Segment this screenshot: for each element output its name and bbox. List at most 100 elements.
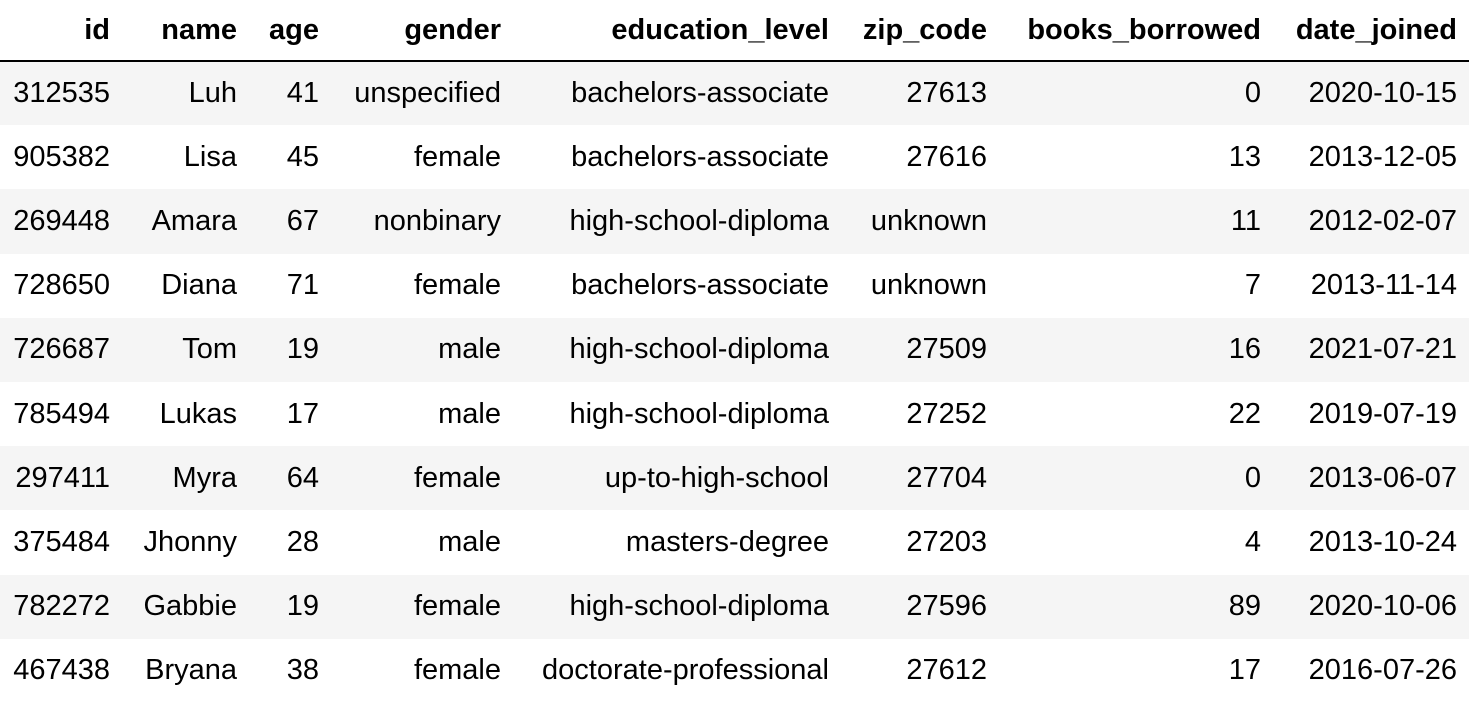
cell-date-joined: 2020-10-06	[1276, 574, 1469, 639]
cell-age: 45	[252, 125, 334, 190]
cell-id: 375484	[0, 510, 125, 575]
cell-age: 28	[252, 510, 334, 575]
table-row: 297411 Myra 64 female up-to-high-school 27704…	[0, 446, 1469, 511]
table-row: 312535 Luh 41 unspecified bachelors-associat…	[0, 61, 1469, 126]
cell-gender: female	[334, 125, 516, 190]
cell-age: 41	[252, 61, 334, 126]
table-body: 312535 Luh 41 unspecified bachelors-associat…	[0, 61, 1469, 703]
table-row: 905382 Lisa 45 female bachelors-associate 276…	[0, 125, 1469, 190]
column-header-date-joined: date_joined	[1276, 0, 1469, 62]
cell-education-level: high-school-diploma	[516, 317, 844, 382]
cell-id: 905382	[0, 125, 125, 190]
cell-date-joined: 2021-07-21	[1276, 317, 1469, 382]
column-header-gender: gender	[334, 0, 516, 62]
cell-date-joined: 2013-06-07	[1276, 446, 1469, 511]
cell-zip-code: 27704	[844, 446, 1002, 511]
cell-books-borrowed: 22	[1002, 381, 1276, 447]
cell-gender: male	[334, 381, 516, 447]
cell-books-borrowed: 7	[1002, 253, 1276, 318]
cell-books-borrowed: 16	[1002, 317, 1276, 382]
cell-id: 726687	[0, 317, 125, 382]
cell-zip-code: 27203	[844, 510, 1002, 575]
cell-education-level: bachelors-associate	[516, 61, 844, 126]
cell-age: 38	[252, 638, 334, 703]
cell-education-level: high-school-diploma	[516, 574, 844, 639]
cell-age: 19	[252, 317, 334, 382]
table-row: 726687 Tom 19 male high-school-diploma 27509 1…	[0, 317, 1469, 382]
cell-education-level: up-to-high-school	[516, 446, 844, 511]
column-header-name: name	[125, 0, 252, 62]
cell-id: 467438	[0, 638, 125, 703]
cell-date-joined: 2013-11-14	[1276, 253, 1469, 318]
table-row: 785494 Lukas 17 male high-school-diploma 2725…	[0, 381, 1469, 447]
cell-zip-code: 27616	[844, 125, 1002, 190]
cell-zip-code: 27509	[844, 317, 1002, 382]
cell-name: Myra	[125, 446, 252, 511]
cell-age: 17	[252, 381, 334, 447]
cell-name: Diana	[125, 253, 252, 318]
cell-date-joined: 2020-10-15	[1276, 61, 1469, 126]
cell-date-joined: 2012-02-07	[1276, 189, 1469, 254]
cell-education-level: masters-degree	[516, 510, 844, 575]
column-header-id: id	[0, 0, 125, 62]
cell-gender: unspecified	[334, 61, 516, 126]
cell-date-joined: 2013-10-24	[1276, 510, 1469, 575]
cell-id: 785494	[0, 381, 125, 447]
table-row: 269448 Amara 67 nonbinary high-school-diplom…	[0, 189, 1469, 254]
cell-name: Bryana	[125, 638, 252, 703]
cell-books-borrowed: 13	[1002, 125, 1276, 190]
cell-gender: female	[334, 638, 516, 703]
table-row: 375484 Jhonny 28 male masters-degree 27203 4 20…	[0, 510, 1469, 575]
cell-education-level: high-school-diploma	[516, 381, 844, 447]
cell-zip-code: 27252	[844, 381, 1002, 447]
column-header-books-borrowed: books_borrowed	[1002, 0, 1276, 62]
column-header-zip-code: zip_code	[844, 0, 1002, 62]
cell-id: 782272	[0, 574, 125, 639]
cell-gender: female	[334, 253, 516, 318]
table-header: id name age gender education_level zip_c…	[0, 0, 1469, 62]
cell-name: Tom	[125, 317, 252, 382]
cell-zip-code: unknown	[844, 253, 1002, 318]
cell-education-level: bachelors-associate	[516, 253, 844, 318]
cell-zip-code: 27613	[844, 61, 1002, 126]
cell-gender: male	[334, 510, 516, 575]
cell-zip-code: 27612	[844, 638, 1002, 703]
column-header-education-level: education_level	[516, 0, 844, 62]
table-row: 467438 Bryana 38 female doctorate-profession…	[0, 638, 1469, 703]
cell-id: 312535	[0, 61, 125, 126]
cell-books-borrowed: 0	[1002, 61, 1276, 126]
cell-name: Jhonny	[125, 510, 252, 575]
cell-name: Luh	[125, 61, 252, 126]
cell-books-borrowed: 17	[1002, 638, 1276, 703]
cell-gender: female	[334, 574, 516, 639]
cell-date-joined: 2019-07-19	[1276, 381, 1469, 447]
cell-date-joined: 2016-07-26	[1276, 638, 1469, 703]
table-row: 728650 Diana 71 female bachelors-associate un…	[0, 253, 1469, 318]
cell-zip-code: 27596	[844, 574, 1002, 639]
cell-education-level: high-school-diploma	[516, 189, 844, 254]
cell-books-borrowed: 4	[1002, 510, 1276, 575]
column-header-age: age	[252, 0, 334, 62]
cell-education-level: bachelors-associate	[516, 125, 844, 190]
cell-education-level: doctorate-professional	[516, 638, 844, 703]
header-row: id name age gender education_level zip_c…	[0, 0, 1469, 62]
table-row: 782272 Gabbie 19 female high-school-diploma 2…	[0, 574, 1469, 639]
cell-books-borrowed: 11	[1002, 189, 1276, 254]
cell-gender: female	[334, 446, 516, 511]
cell-name: Lukas	[125, 381, 252, 447]
cell-books-borrowed: 89	[1002, 574, 1276, 639]
cell-age: 64	[252, 446, 334, 511]
cell-zip-code: unknown	[844, 189, 1002, 254]
cell-age: 67	[252, 189, 334, 254]
cell-name: Lisa	[125, 125, 252, 190]
cell-id: 297411	[0, 446, 125, 511]
cell-age: 19	[252, 574, 334, 639]
cell-name: Amara	[125, 189, 252, 254]
cell-books-borrowed: 0	[1002, 446, 1276, 511]
cell-name: Gabbie	[125, 574, 252, 639]
cell-gender: nonbinary	[334, 189, 516, 254]
cell-age: 71	[252, 253, 334, 318]
cell-gender: male	[334, 317, 516, 382]
cell-id: 269448	[0, 189, 125, 254]
